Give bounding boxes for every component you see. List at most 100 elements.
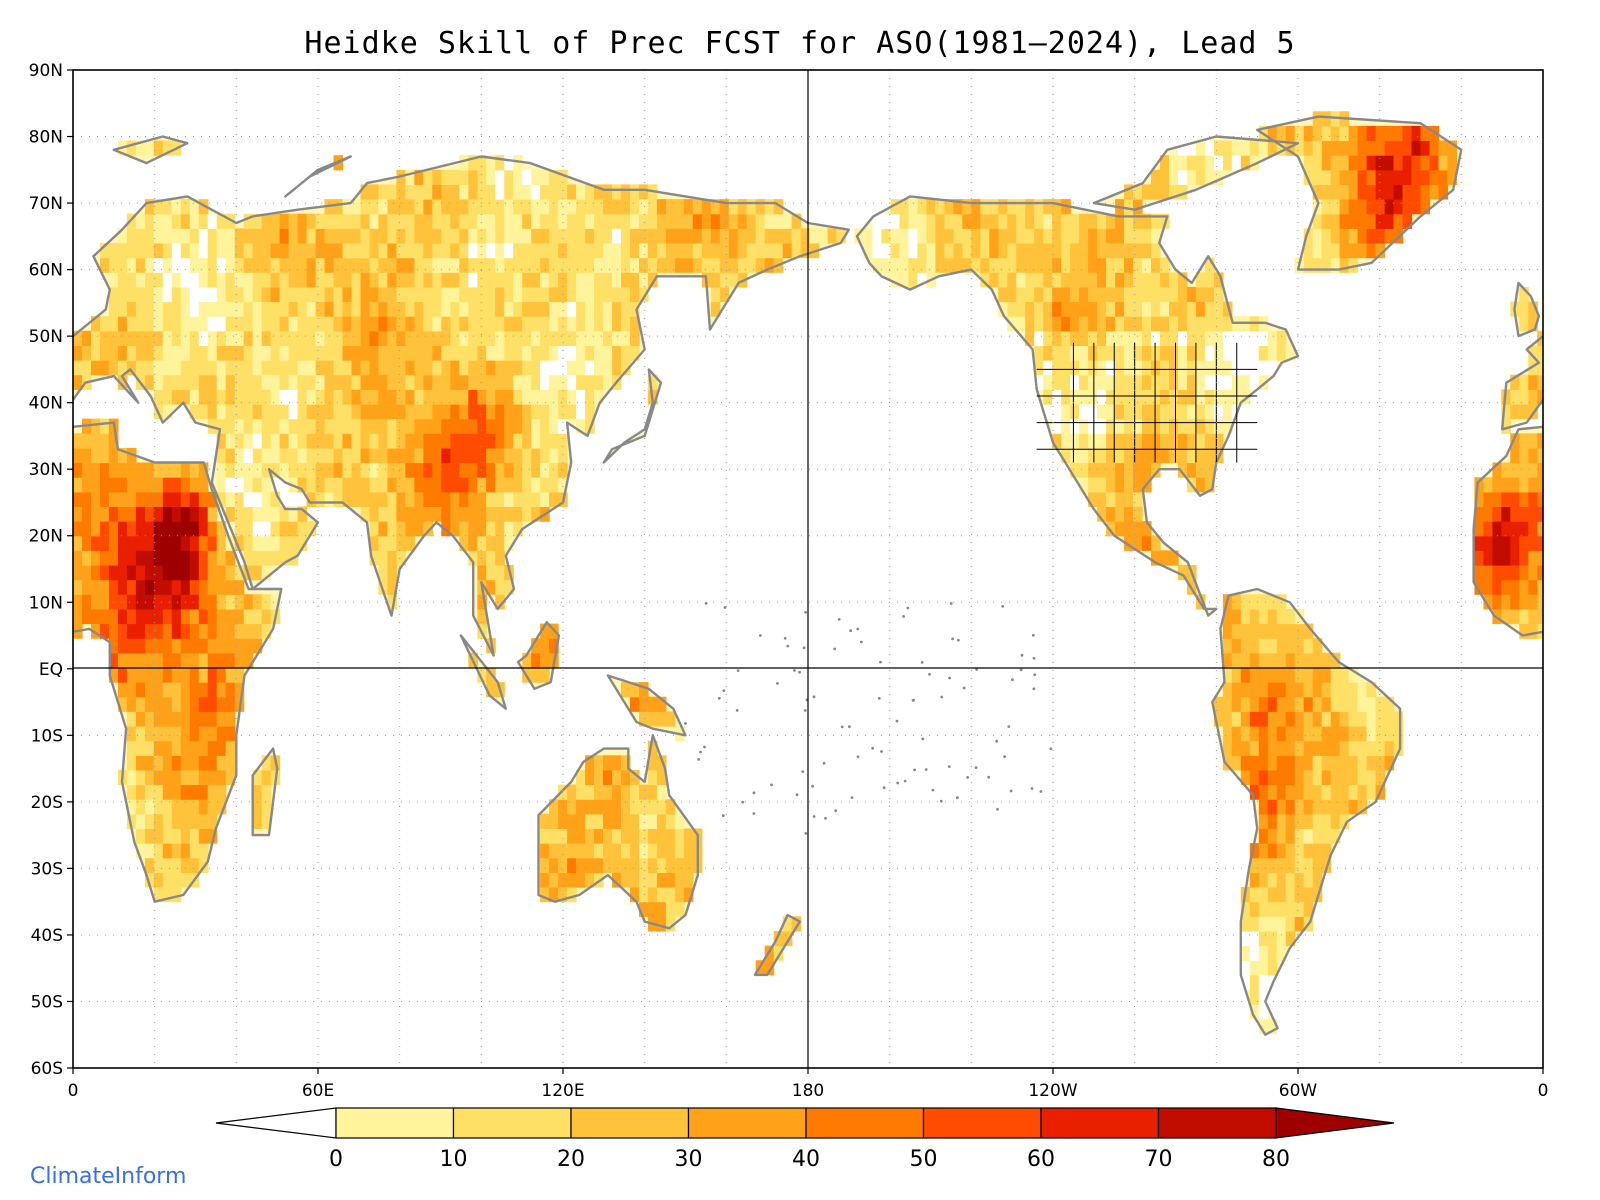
skill-cell	[288, 301, 299, 317]
skill-cell	[252, 447, 263, 464]
skill-cell	[153, 243, 164, 259]
skill-cell	[890, 243, 901, 259]
skill-cell	[387, 579, 397, 595]
skill-cell	[567, 813, 577, 829]
colorbar-label: 20	[557, 1147, 585, 1172]
skill-cell	[576, 243, 586, 259]
skill-cell	[1312, 740, 1323, 756]
skill-cell	[1276, 930, 1287, 947]
skill-cell	[1142, 272, 1152, 288]
skill-cell	[1348, 667, 1359, 683]
skill-cell	[198, 594, 209, 610]
skill-cell	[639, 199, 649, 215]
skill-cell	[135, 316, 146, 332]
skill-cell	[531, 330, 541, 346]
skill-cell	[576, 389, 586, 405]
skill-cell	[1303, 243, 1314, 259]
skill-cell	[540, 433, 550, 449]
skill-cell	[1142, 433, 1152, 449]
skill-cell	[1025, 316, 1035, 332]
skill-cell	[1357, 155, 1368, 171]
skill-cell	[522, 199, 532, 215]
skill-cell	[144, 769, 155, 786]
skill-cell	[495, 404, 505, 420]
skill-cell	[477, 433, 487, 449]
skill-cell	[225, 462, 236, 478]
skill-cell	[1312, 140, 1323, 156]
skill-cell	[1142, 213, 1152, 229]
skill-cell	[1267, 360, 1278, 376]
skill-cell	[540, 887, 550, 903]
skill-cell	[1276, 667, 1287, 683]
skill-cell	[315, 316, 326, 332]
skill-cell	[261, 360, 272, 376]
skill-cell	[324, 213, 335, 229]
skill-cell	[270, 550, 281, 566]
skill-cell	[1267, 594, 1278, 610]
skill-cell	[216, 535, 227, 551]
skill-cell	[495, 579, 505, 595]
skill-cell	[279, 389, 290, 405]
skill-cell	[270, 272, 281, 288]
skill-cell	[216, 213, 227, 229]
colorbar-box	[335, 1107, 455, 1139]
skill-cell	[540, 477, 550, 493]
skill-cell	[1249, 989, 1260, 1005]
skill-cell	[135, 228, 146, 244]
skill-cell	[971, 228, 981, 244]
skill-cell	[504, 330, 514, 346]
skill-cell	[504, 491, 514, 507]
skill-cell	[1061, 286, 1071, 303]
skill-cell	[261, 228, 272, 244]
skill-cell	[207, 696, 218, 712]
skill-cell	[171, 696, 182, 712]
skill-cell	[540, 491, 550, 507]
skill-cell	[594, 272, 604, 288]
skill-cell	[1276, 740, 1287, 756]
skill-cell	[126, 491, 137, 507]
skill-cell	[872, 228, 883, 244]
island-dot	[1009, 789, 1013, 793]
skill-cell	[144, 799, 155, 815]
skill-cell	[1124, 213, 1134, 229]
skill-cell	[405, 404, 415, 420]
skill-cell	[585, 301, 595, 317]
skill-cell	[342, 301, 353, 317]
skill-cell	[1528, 360, 1538, 376]
skill-cell	[252, 623, 263, 639]
skill-cell	[153, 360, 164, 376]
skill-cell	[683, 199, 694, 215]
skill-cell	[1124, 301, 1134, 317]
skill-cell	[1240, 901, 1251, 917]
skill-cell	[153, 608, 164, 625]
skill-cell	[1160, 316, 1170, 332]
skill-cell	[692, 257, 703, 273]
skill-cell	[486, 272, 496, 288]
island-dot	[1011, 678, 1014, 682]
island-dot	[804, 832, 808, 835]
skill-cell	[549, 213, 559, 229]
skill-cell	[540, 213, 550, 229]
skill-cell	[369, 301, 380, 317]
skill-cell	[198, 286, 209, 303]
skill-cell	[1276, 696, 1287, 712]
skill-cell	[639, 901, 649, 917]
skill-cell	[1339, 799, 1350, 815]
skill-cell	[603, 374, 613, 390]
skill-cell	[1303, 784, 1314, 800]
skill-cell	[270, 594, 281, 610]
skill-cell	[1106, 433, 1116, 449]
skill-cell	[180, 608, 191, 625]
skill-cell	[1177, 418, 1188, 434]
skill-cell	[405, 199, 415, 215]
skill-cell	[1133, 184, 1143, 200]
skill-cell	[261, 330, 272, 346]
skill-cell	[1528, 623, 1538, 639]
skill-cell	[1213, 155, 1224, 171]
skill-cell	[477, 169, 487, 185]
skill-cell	[1106, 243, 1116, 259]
colorbar-label: 0	[329, 1147, 343, 1172]
skill-cell	[342, 477, 353, 493]
skill-cell	[1133, 374, 1143, 390]
skill-cell	[423, 418, 433, 434]
